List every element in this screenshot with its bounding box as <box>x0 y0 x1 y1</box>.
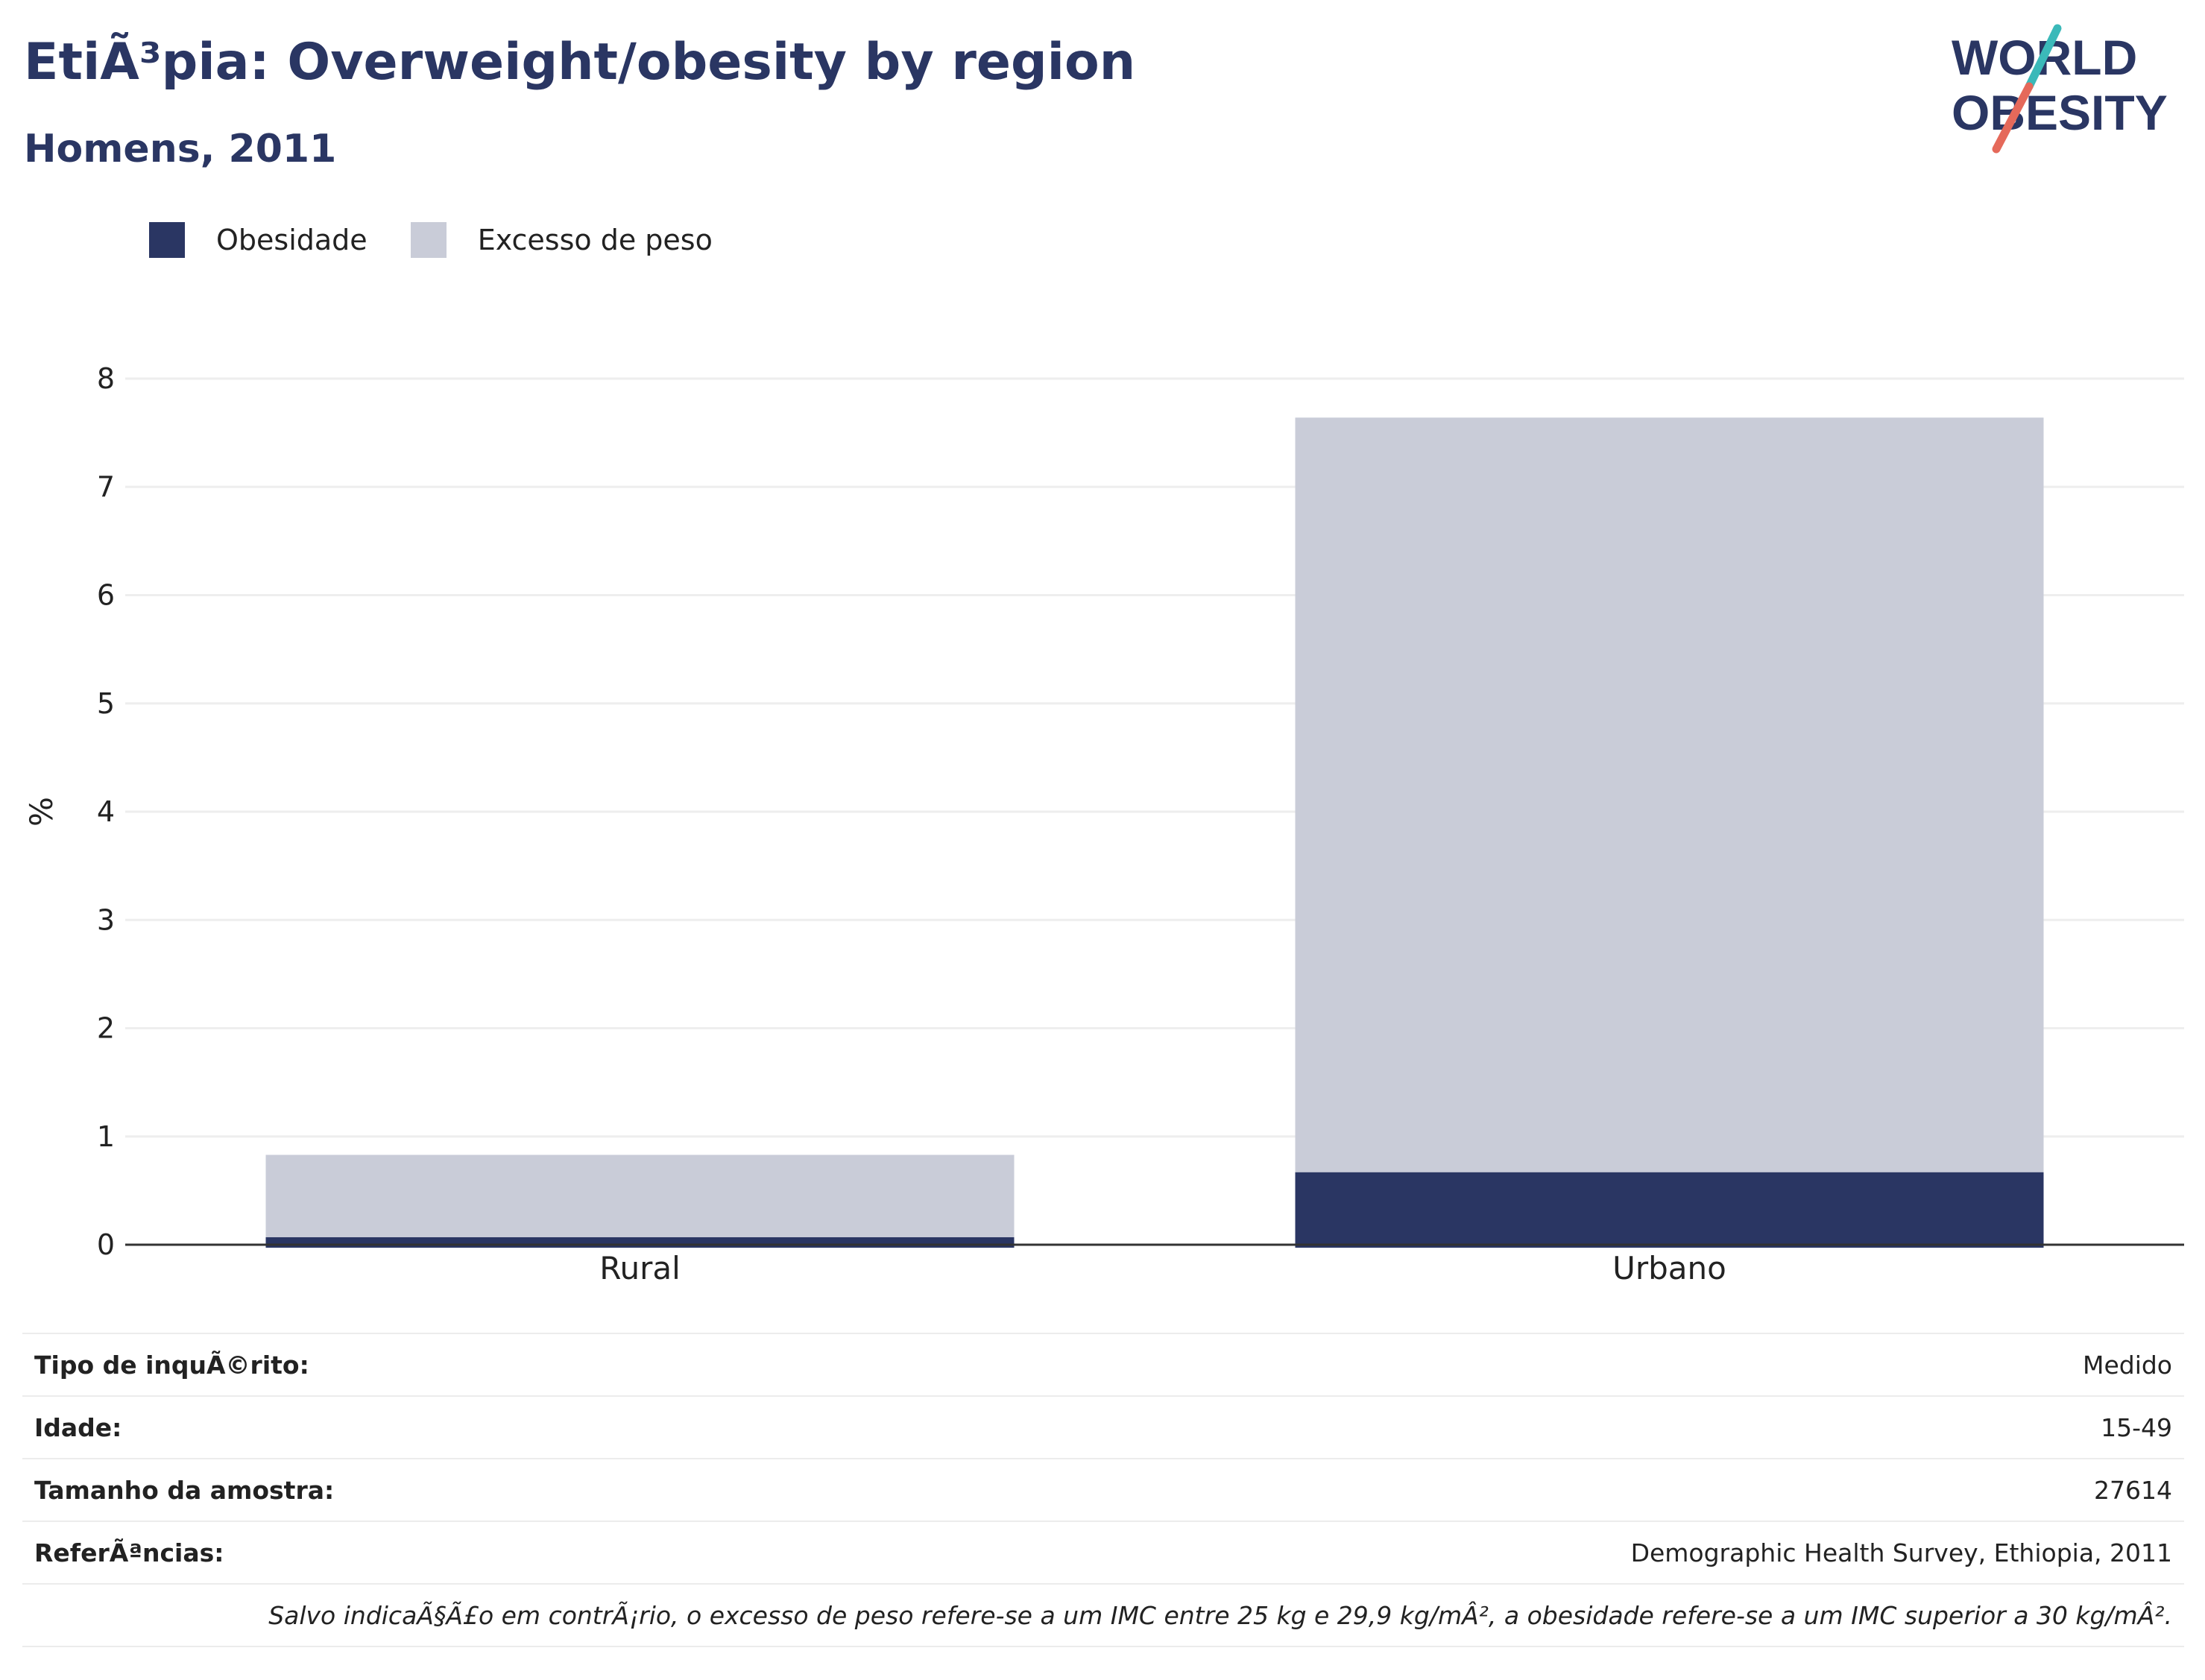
info-value: 27614 <box>2094 1475 2172 1505</box>
info-row-sample-size: Tamanho da amostra: 27614 <box>22 1458 2184 1520</box>
bar-chart: 0 1 2 3 4 5 6 7 8% Rural Urbano <box>23 362 2184 1286</box>
y-tick-label: 3 <box>97 903 115 936</box>
y-tick-label: 8 <box>97 362 115 395</box>
info-key: Tamanho da amostra: <box>34 1475 335 1505</box>
info-value: Demographic Health Survey, Ethiopia, 201… <box>1630 1538 2172 1567</box>
survey-info-table: Tipo de inquÃ©rito: Medido Idade: 15-49 … <box>22 1333 2184 1647</box>
x-tick-label: Urbano <box>1612 1250 1726 1286</box>
y-tick-label: 0 <box>97 1228 115 1261</box>
y-tick-label: 2 <box>97 1012 115 1045</box>
legend-label-overweight: Excesso de peso <box>477 224 713 256</box>
chart-legend: Obesidade Excesso de peso <box>149 222 756 258</box>
definition-note: Salvo indicaÃ§Ã£o em contrÃ¡rio, o exces… <box>22 1583 2184 1647</box>
bar-overweight-urbano <box>1295 417 2044 1172</box>
y-tick-label: 4 <box>97 795 115 828</box>
bar-obesity-rural <box>265 1237 1015 1248</box>
bar-obesity-urbano <box>1295 1172 2044 1248</box>
info-key: ReferÃªncias: <box>34 1538 224 1567</box>
info-row-age: Idade: 15-49 <box>22 1395 2184 1458</box>
legend-item-overweight[interactable]: Excesso de peso <box>410 222 713 258</box>
logo-slash-top <box>2025 24 2062 91</box>
legend-swatch-overweight <box>410 222 447 258</box>
info-value: Medido <box>2082 1350 2172 1380</box>
x-tick-label: Rural <box>599 1250 681 1286</box>
chart-title: EtiÃ³pia: Overweight/obesity by region <box>24 33 1136 92</box>
legend-item-obesity[interactable]: Obesidade <box>149 222 368 258</box>
y-tick-label: 1 <box>97 1120 115 1153</box>
y-tick-label: 5 <box>97 687 115 720</box>
y-tick-label: 7 <box>97 470 115 503</box>
info-key: Idade: <box>34 1412 122 1442</box>
info-row-references: ReferÃªncias: Demographic Health Survey,… <box>22 1520 2184 1583</box>
chart-subtitle: Homens, 2011 <box>24 127 337 171</box>
logo-text-obesity: OBESITY <box>1952 85 2168 140</box>
y-axis-label: % <box>23 797 60 827</box>
legend-swatch-obesity <box>149 222 185 258</box>
logo-slash-bottom <box>1992 82 2034 154</box>
world-obesity-logo: WORLD OBESITY <box>1952 24 2168 154</box>
info-value: 15-49 <box>2101 1412 2172 1442</box>
bar-overweight-rural <box>265 1155 1015 1237</box>
info-key: Tipo de inquÃ©rito: <box>34 1350 309 1380</box>
y-tick-label: 6 <box>97 579 115 612</box>
info-row-survey-type: Tipo de inquÃ©rito: Medido <box>22 1333 2184 1395</box>
legend-label-obesity: Obesidade <box>216 224 368 256</box>
